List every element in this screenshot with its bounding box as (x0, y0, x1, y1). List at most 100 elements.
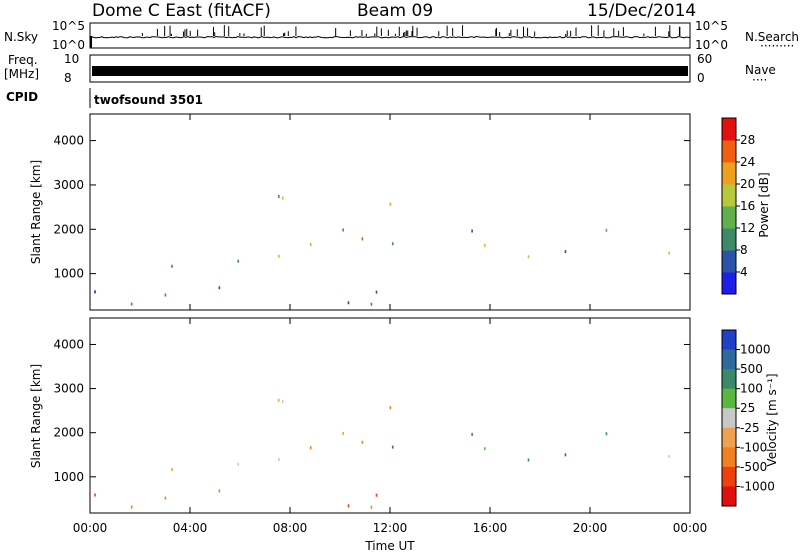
colorbar-tick-label: 25 (740, 401, 755, 415)
colorbar-tick-label: -25 (740, 421, 760, 435)
power-cell (281, 196, 284, 200)
power-cells (94, 195, 670, 306)
velocity-colorbar: 1000 500 100 25 -25 -100 -500 -1000 (721, 329, 775, 507)
colorbar-swatch (722, 369, 736, 390)
colorbar-tick-label: 100 (740, 382, 763, 396)
colorbar-swatch (722, 388, 736, 409)
velocity-cell (361, 440, 364, 444)
power-colorbar: 4 8 12 16 20 24 28 (721, 117, 755, 295)
power-cell (342, 228, 344, 232)
power-cell (370, 302, 373, 306)
freq-tick-top: 10 (64, 52, 79, 66)
velocity-cell (237, 462, 240, 466)
cpid-panel: CPID twofsound 3501 (6, 88, 203, 108)
colorbar-tick-label: 16 (740, 199, 755, 213)
colorbar-tick-label: 8 (740, 243, 748, 257)
velocity-cell (391, 445, 394, 449)
power-cell (483, 243, 486, 247)
nave-tick-bottom: 0 (697, 71, 705, 85)
nsearch-tick-top: 10^5 (695, 19, 728, 33)
colorbar-swatch (722, 140, 736, 163)
y-tick-label: 4000 (53, 134, 84, 148)
station-title: Dome C East (fitACF) (92, 1, 271, 21)
cpid-label: CPID (6, 90, 38, 104)
x-tick-label: 20:00 (573, 521, 608, 535)
velocity-background (90, 318, 690, 513)
velocity-cell (171, 467, 173, 471)
freq-label: Freq. (8, 53, 38, 67)
colorbar-swatch (722, 162, 736, 185)
power-cell (277, 195, 280, 199)
y-tick-label: 1000 (53, 470, 84, 484)
y-tick-label: 4000 (53, 337, 84, 351)
velocity-cell (347, 504, 350, 508)
freq-unit: [MHz] (4, 67, 39, 81)
power-x-ticks (89, 114, 691, 310)
power-cell (171, 264, 173, 268)
colorbar-swatch (722, 349, 736, 370)
colorbar-swatch (722, 486, 736, 507)
nsky-tick-bottom: 10^0 (52, 38, 85, 52)
velocity-cell (278, 458, 280, 462)
velocity-cell (668, 454, 670, 458)
power-cell (309, 242, 312, 246)
x-tick-label: 00:00 (73, 521, 108, 535)
nave-tick-top: 60 (697, 52, 712, 66)
power-cell (391, 242, 394, 246)
power-cell (347, 301, 350, 305)
velocity-cell (130, 505, 133, 509)
freq-panel: Freq. [MHz] 10 8 60 0 Nave ···· (4, 52, 776, 87)
nsearch-tick-bottom: 10^0 (695, 38, 728, 52)
power-panel: 1000 2000 3000 4000 Slant Range [km] 4 8 12 16… (29, 113, 771, 311)
nsearch-dots: ········· (760, 39, 794, 53)
colorbar-tick-label: 1000 (740, 343, 771, 357)
freq-nave-band (92, 66, 688, 76)
colorbar-swatch (722, 184, 736, 207)
y-tick-label: 1000 (53, 267, 84, 281)
velocity-cell (277, 398, 280, 402)
colorbar-swatch (722, 330, 736, 351)
power-cell (375, 290, 378, 294)
power-ylabel: Slant Range [km] (29, 160, 43, 264)
x-tick-label: 08:00 (273, 521, 308, 535)
power-cell (527, 255, 530, 259)
power-cell (471, 229, 473, 233)
y-tick-label: 2000 (53, 426, 84, 440)
colorbar-tick-label: 20 (740, 177, 755, 191)
power-background (90, 114, 690, 310)
x-tick-label: 16:00 (473, 521, 508, 535)
velocity-cell (281, 400, 284, 404)
velocity-colorbar-label: Velocity [m s⁻¹] (765, 373, 779, 466)
y-tick-label: 3000 (53, 178, 84, 192)
power-cell (237, 259, 240, 263)
velocity-cell (605, 432, 608, 436)
velocity-y-axis: 1000 2000 3000 4000 (53, 337, 690, 484)
power-colorbar-label: Power [dB] (757, 172, 771, 237)
velocity-cell (471, 432, 473, 436)
power-cell (164, 293, 167, 297)
velocity-cell (483, 447, 486, 451)
colorbar-tick-label: 28 (740, 133, 755, 147)
nsky-panel: N.Sky 10^5 10^0 N.Search ········· 10^5 … (4, 19, 799, 53)
velocity-cell (564, 453, 567, 457)
power-cell (668, 251, 670, 255)
colorbar-swatch (722, 250, 736, 273)
nave-label: Nave (745, 63, 776, 77)
colorbar-swatch (722, 228, 736, 251)
velocity-cell (342, 431, 344, 435)
colorbar-tick-label: 12 (740, 221, 755, 235)
nsky-tick-top: 10^5 (52, 19, 85, 33)
velocity-cell (527, 458, 530, 462)
x-tick-label: 00:00 (673, 521, 708, 535)
colorbar-tick-label: -100 (740, 440, 767, 454)
power-cell (564, 250, 567, 254)
power-y-axis: 1000 2000 3000 4000 (53, 134, 690, 281)
velocity-cell (309, 446, 312, 450)
beam-label: Beam 09 (357, 1, 433, 21)
velocity-cell (164, 496, 167, 500)
date-label: 15/Dec/2014 (587, 1, 696, 21)
velocity-cell (94, 493, 96, 497)
freq-tick-bottom: 8 (64, 71, 72, 85)
nsky-label: N.Sky (4, 30, 38, 44)
x-tick-label: 04:00 (173, 521, 208, 535)
